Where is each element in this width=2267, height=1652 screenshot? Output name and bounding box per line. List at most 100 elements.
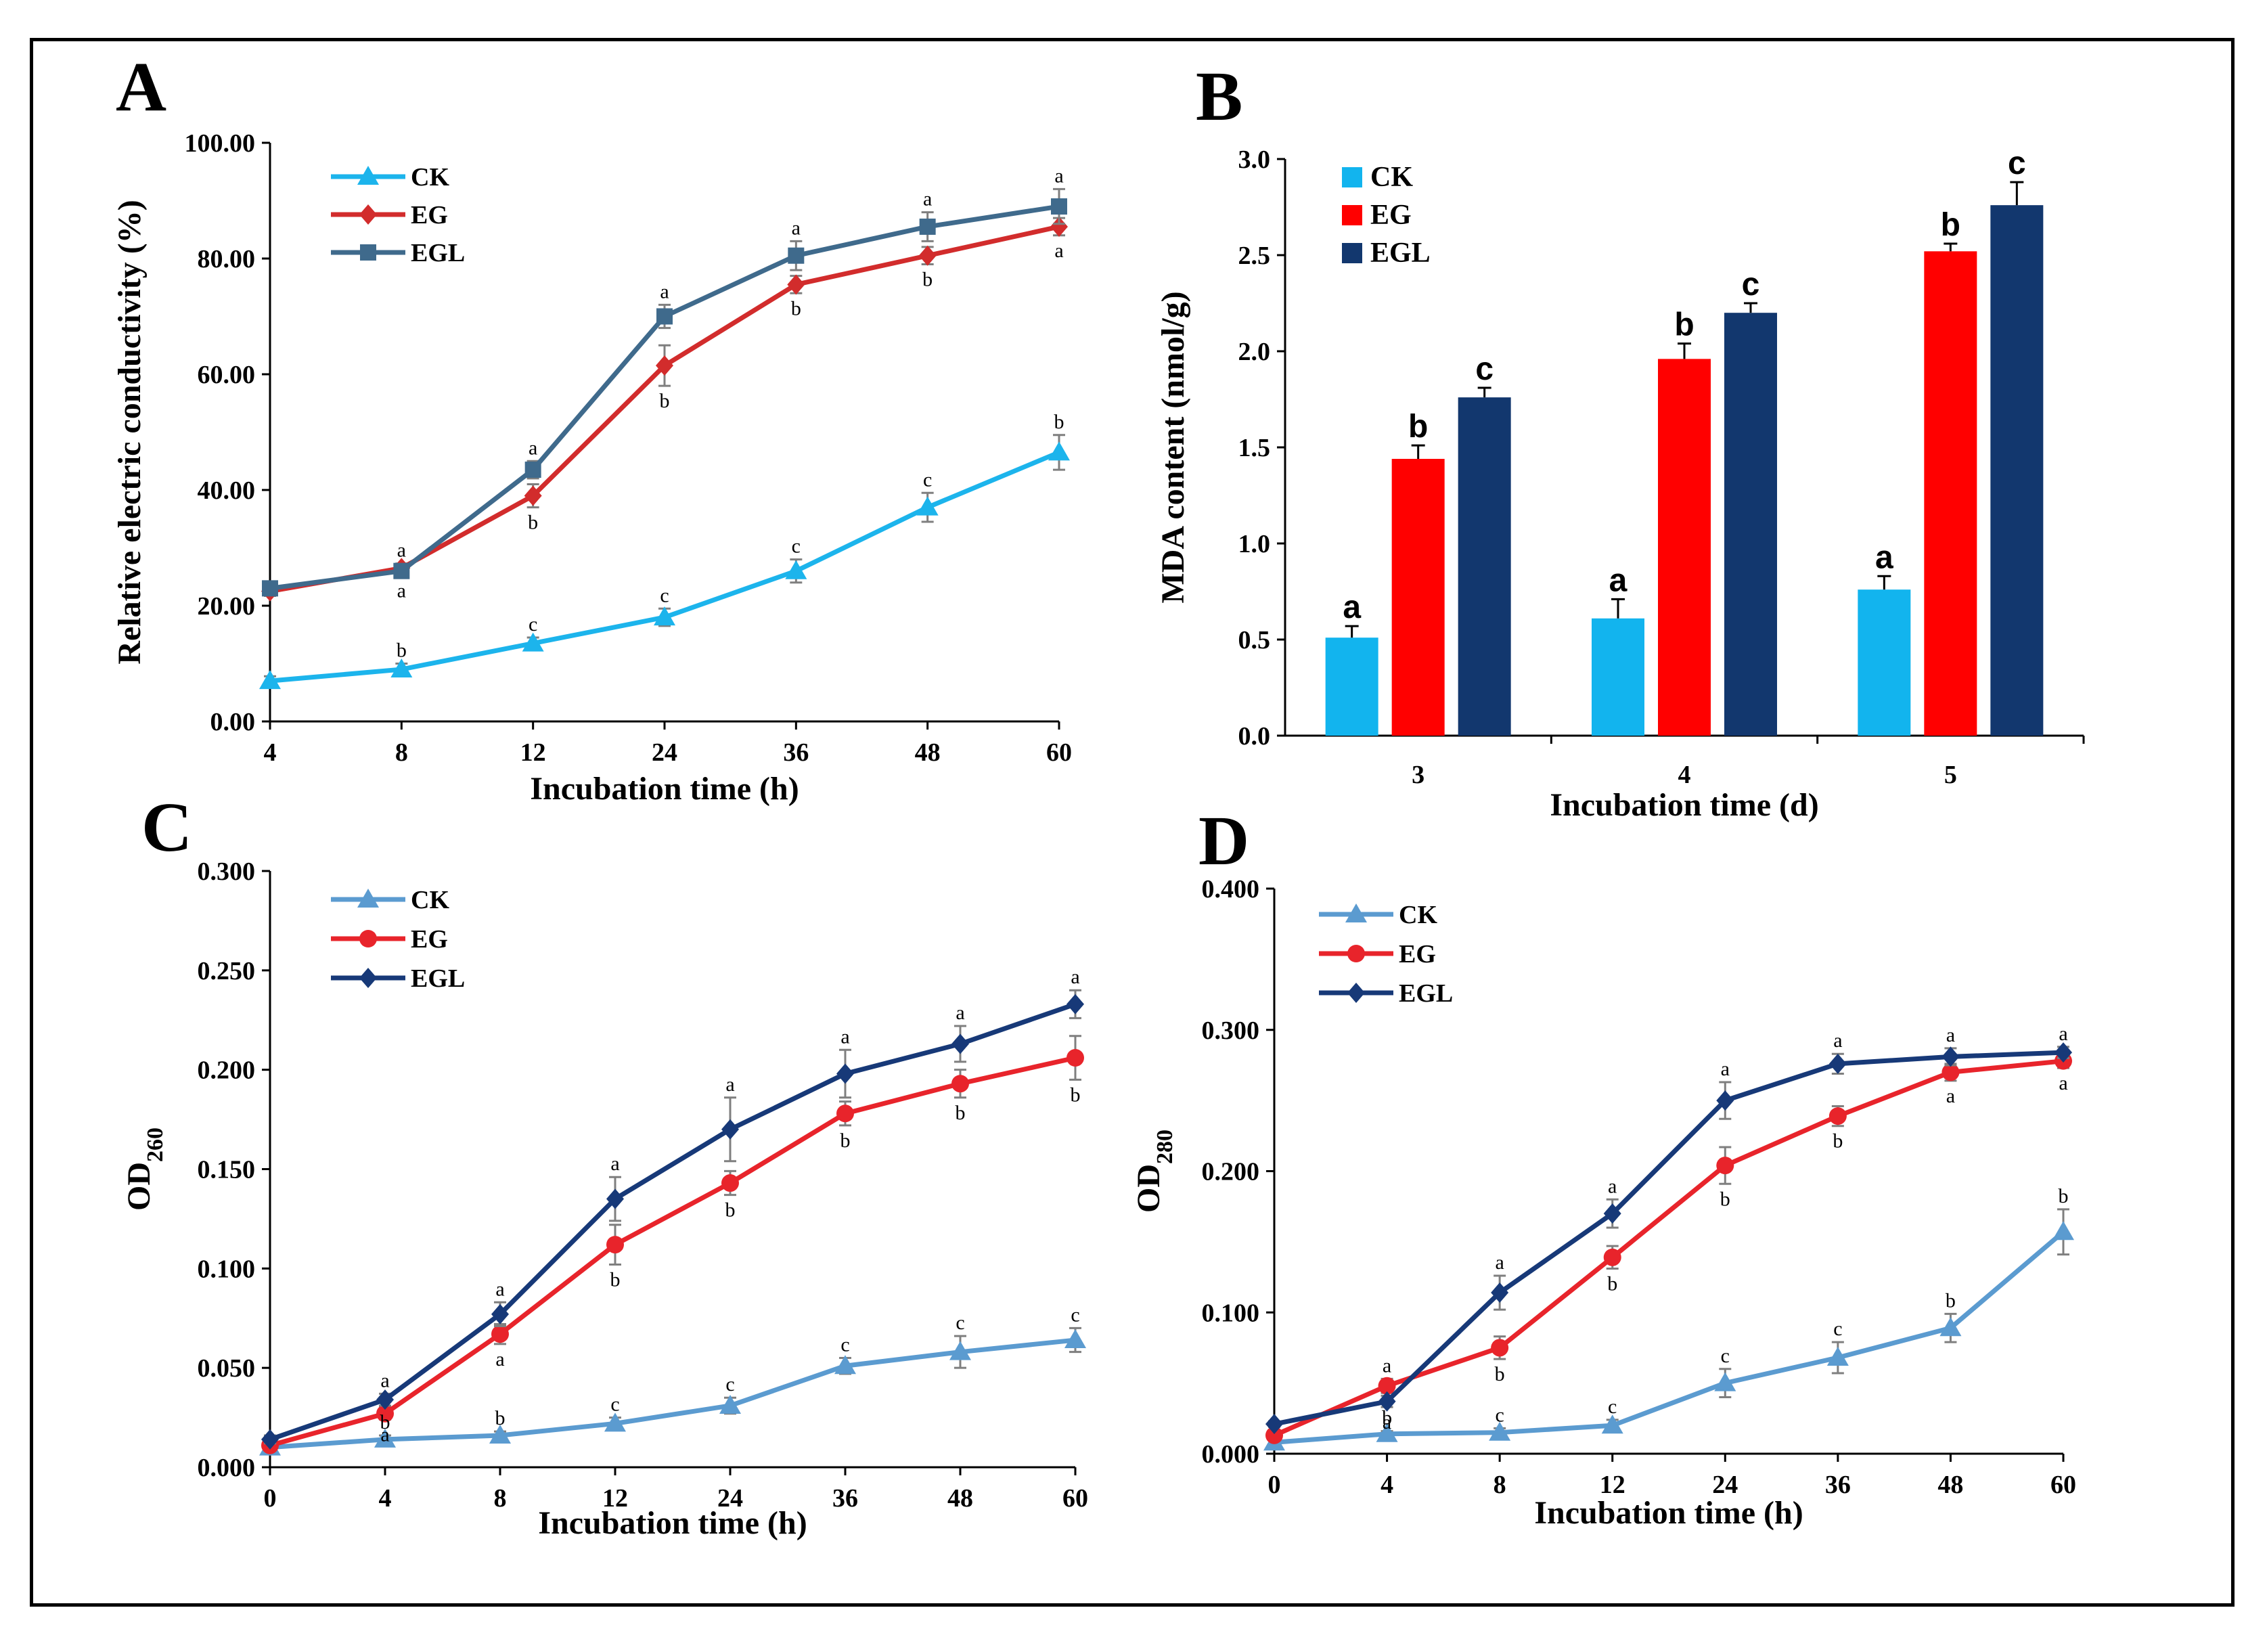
- x-tick-label: 4: [264, 738, 277, 767]
- significance-label: b: [380, 1411, 390, 1433]
- bar-ck: [1325, 638, 1378, 736]
- significance-label: b: [1674, 307, 1694, 343]
- legend-marker: [359, 204, 377, 225]
- panel-label-c: C: [141, 788, 192, 866]
- y-tick-label: 1.0: [1238, 530, 1271, 558]
- legend-label-egl: EGL: [1399, 979, 1453, 1008]
- data-point: [836, 1104, 854, 1123]
- x-tick-label: 60: [1046, 738, 1072, 767]
- significance-label: b: [1720, 1188, 1730, 1210]
- legend-label-egl: EGL: [411, 964, 465, 993]
- data-point: [916, 496, 939, 516]
- data-point: [522, 632, 544, 652]
- legend-marker: [1347, 983, 1365, 1003]
- data-point: [1941, 1046, 1960, 1067]
- legend-label-ck: CK: [1370, 162, 1413, 193]
- significance-label: b: [922, 269, 933, 291]
- x-tick-label: 4: [1678, 761, 1691, 789]
- x-tick-label: 12: [1600, 1471, 1625, 1499]
- significance-label: a: [792, 217, 801, 239]
- data-point: [654, 606, 675, 626]
- y-tick-label: 0.000: [198, 1454, 256, 1482]
- x-tick-label: 4: [379, 1484, 392, 1513]
- data-point: [1828, 1053, 1847, 1074]
- legend-swatch: [1342, 205, 1362, 225]
- data-point: [1601, 1414, 1623, 1434]
- significance-label: a: [1383, 1354, 1391, 1377]
- y-tick-label: 2.0: [1238, 338, 1271, 366]
- significance-label: a: [956, 1002, 964, 1024]
- data-point: [393, 562, 410, 579]
- x-tick-label: 36: [1825, 1471, 1851, 1499]
- significance-label: b: [791, 297, 801, 319]
- significance-label: a: [397, 539, 406, 562]
- data-point: [787, 274, 805, 295]
- y-tick-label: 2.5: [1238, 242, 1271, 270]
- bar-eg: [1924, 251, 1977, 736]
- data-point: [719, 1394, 741, 1414]
- y-tick-label: 20.00: [198, 592, 256, 621]
- significance-label: a: [840, 1025, 849, 1048]
- data-point: [1603, 1248, 1621, 1266]
- panel-label-b: B: [1196, 58, 1242, 135]
- significance-label: b: [1941, 207, 1960, 243]
- significance-label: b: [725, 1199, 736, 1222]
- chart-b: 0.0 0.5 1.0 1.5 2.0 2.5 3.0 3 a b c 4 a b c 5 a b c Incubat…: [1155, 146, 2085, 823]
- significance-label: a: [725, 1073, 734, 1096]
- x-tick-label: 24: [1712, 1471, 1738, 1499]
- x-tick-label: 60: [1062, 1484, 1088, 1513]
- x-tick-label: 48: [915, 738, 941, 767]
- significance-label: b: [495, 1407, 506, 1429]
- legend-label-eg: EG: [1399, 940, 1436, 968]
- data-point: [1050, 216, 1068, 237]
- y-tick-label: 0.100: [198, 1255, 256, 1283]
- legend-marker: [359, 930, 377, 947]
- significance-label: a: [2059, 1023, 2067, 1045]
- data-point: [1714, 1372, 1736, 1391]
- x-tick-label: 8: [395, 738, 408, 767]
- series-egl: [262, 187, 1067, 597]
- significance-label: a: [923, 188, 932, 210]
- data-point: [1716, 1157, 1734, 1175]
- panel-label-d: D: [1198, 802, 1249, 880]
- data-point: [489, 1425, 511, 1444]
- series-ck: [1263, 1208, 2074, 1451]
- data-point: [1051, 198, 1067, 215]
- significance-label: a: [495, 1278, 504, 1300]
- significance-label: a: [1343, 589, 1361, 625]
- series-line-egl: [1274, 1050, 2064, 1427]
- x-tick-label: 48: [947, 1484, 973, 1513]
- legend-label-egl: EGL: [411, 239, 465, 267]
- significance-label: b: [397, 640, 407, 662]
- significance-label: a: [1608, 1175, 1617, 1197]
- data-point: [1603, 1203, 1621, 1224]
- series-ck: [259, 434, 1070, 690]
- legend-label-ck: CK: [411, 886, 449, 914]
- x-tick-label: 24: [652, 738, 677, 767]
- significance-label: c: [660, 584, 669, 606]
- y-axis-title: Relative electric conductivity (%): [112, 200, 148, 664]
- x-tick-label: 12: [602, 1484, 628, 1513]
- significance-label: b: [1946, 1289, 1956, 1312]
- data-point: [1376, 1423, 1398, 1442]
- bar-eg: [1391, 459, 1445, 736]
- data-point: [785, 560, 807, 579]
- bar-ck: [1592, 618, 1644, 736]
- x-tick-label: 3: [1412, 761, 1424, 789]
- significance-label: b: [840, 1130, 851, 1152]
- data-point: [951, 1075, 969, 1093]
- series-line-ck: [269, 1337, 1076, 1450]
- legend-marker: [359, 968, 377, 988]
- series-line-ck: [269, 450, 1060, 684]
- data-point: [836, 1063, 854, 1084]
- x-tick-label: 60: [2050, 1471, 2076, 1499]
- data-point: [374, 1428, 396, 1448]
- data-point: [261, 1429, 279, 1450]
- data-point: [919, 218, 936, 235]
- legend-label-eg: EG: [411, 925, 448, 954]
- significance-label: a: [1609, 562, 1628, 598]
- significance-label: b: [2059, 1185, 2069, 1207]
- significance-label: a: [380, 1369, 389, 1391]
